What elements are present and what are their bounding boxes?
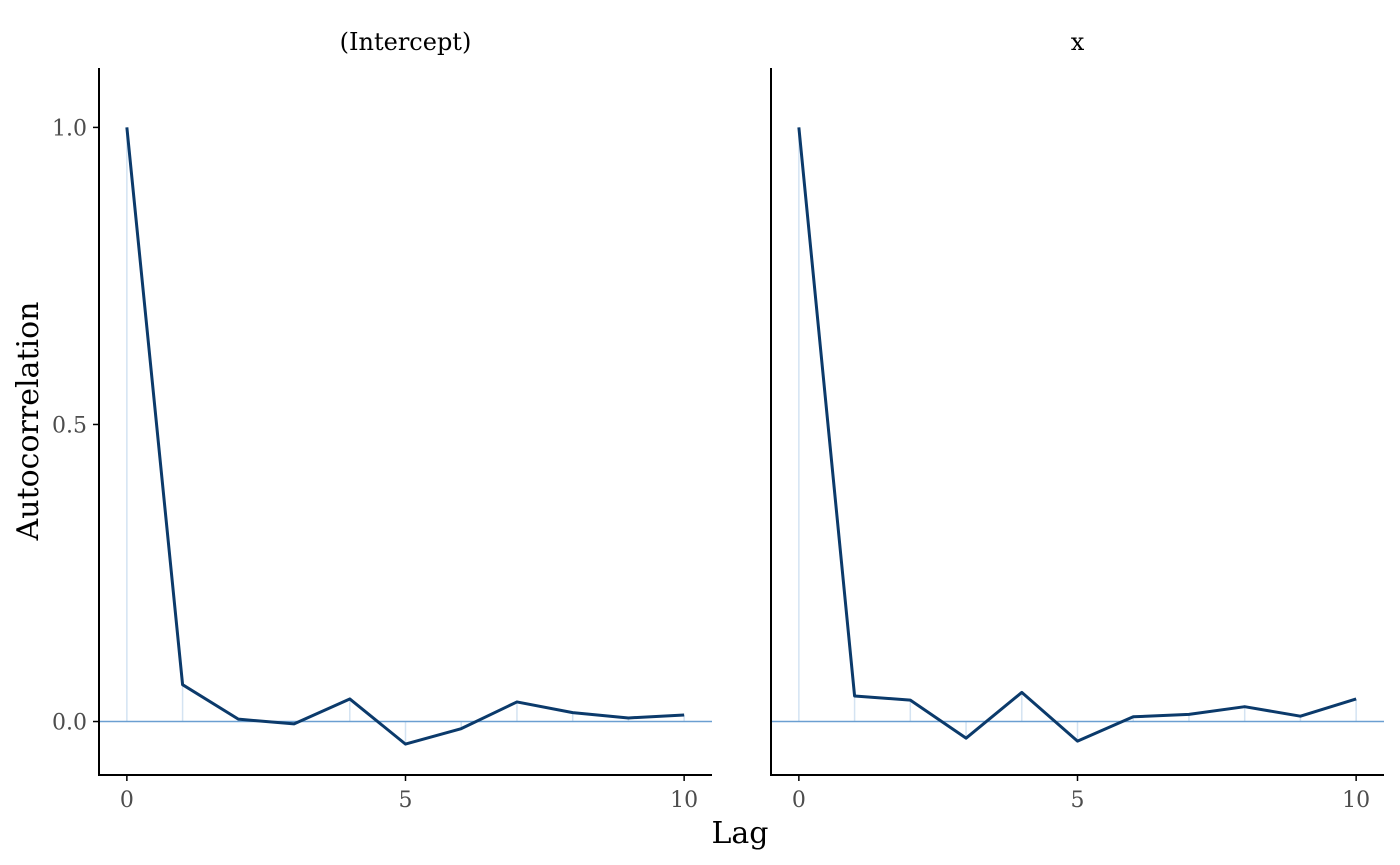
x-tick-label: 10 <box>1342 788 1370 813</box>
x-tick-label: 5 <box>1071 788 1085 813</box>
panel-1: (Intercept) 0 5 10 0.0 0.5 1.0 <box>52 28 712 813</box>
x-tick-label: 0 <box>792 788 806 813</box>
facet-panels: (Intercept) 0 5 10 0.0 0.5 1.0 x 0 5 10 <box>52 28 1384 813</box>
panel-2: x 0 5 10 <box>770 28 1384 813</box>
acf-series-line <box>797 127 1357 743</box>
x-axis-title: Lag <box>711 816 768 851</box>
y-tick-label: 0.0 <box>52 711 87 736</box>
y-axis-title: Autocorrelation <box>11 302 46 542</box>
acf-series-line <box>125 127 685 746</box>
x-tick-label: 0 <box>120 788 134 813</box>
y-tick-label: 1.0 <box>52 116 87 141</box>
panel-title: x <box>1071 28 1085 56</box>
y-tick-label: 0.5 <box>52 413 87 438</box>
x-tick-label: 10 <box>670 788 698 813</box>
x-tick-label: 5 <box>399 788 413 813</box>
panel-title: (Intercept) <box>340 28 472 56</box>
